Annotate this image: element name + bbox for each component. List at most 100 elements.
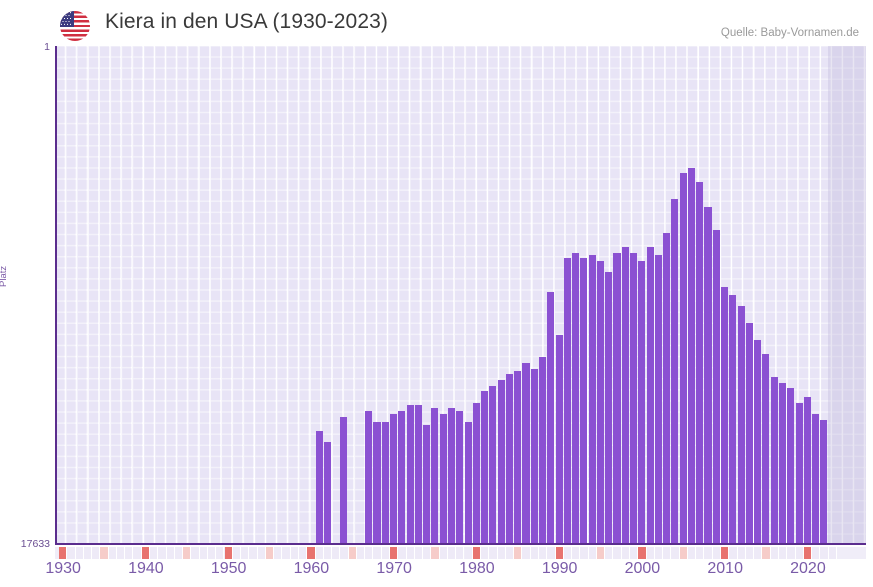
x-axis-tick-mark xyxy=(414,547,424,559)
bar[interactable] xyxy=(721,286,729,545)
bar[interactable] xyxy=(439,413,447,545)
bar[interactable] xyxy=(580,258,588,545)
bar[interactable] xyxy=(381,422,389,545)
bar[interactable] xyxy=(630,252,638,545)
x-axis-tick-label: 2020 xyxy=(790,560,826,577)
x-axis-tick-mark xyxy=(803,547,813,559)
x-axis-tick-mark xyxy=(745,547,755,559)
x-axis-tick-mark xyxy=(770,547,779,559)
bar[interactable] xyxy=(514,371,522,545)
x-axis-tick-mark xyxy=(100,547,109,559)
bar[interactable] xyxy=(315,430,323,545)
x-axis-tick-mark xyxy=(464,547,473,559)
bar[interactable] xyxy=(671,198,679,545)
y-axis-tick-top: 1 xyxy=(44,41,50,53)
bar[interactable] xyxy=(323,442,331,545)
bar[interactable] xyxy=(555,334,563,545)
x-axis-tick-mark xyxy=(323,547,333,559)
bar[interactable] xyxy=(596,261,604,545)
chart-header: Kiera in den USA (1930-2023) Quelle: Bab… xyxy=(0,0,873,46)
bar[interactable] xyxy=(778,382,787,545)
x-axis-tick-mark xyxy=(390,547,399,559)
bar[interactable] xyxy=(489,385,497,545)
bar[interactable] xyxy=(795,402,803,545)
flag-canton xyxy=(60,11,74,28)
x-axis-tick-mark xyxy=(671,547,680,559)
x-axis-tick-mark xyxy=(67,547,76,559)
x-axis-tick-mark xyxy=(555,547,564,559)
x-axis-tick-mark xyxy=(563,547,573,559)
bar[interactable] xyxy=(414,405,422,545)
x-axis-tick-mark xyxy=(547,547,556,559)
bar[interactable] xyxy=(547,292,555,545)
x-axis-tick-mark xyxy=(108,547,117,559)
bar[interactable] xyxy=(737,306,745,545)
x-axis-tick-mark xyxy=(729,547,738,559)
bar[interactable] xyxy=(621,246,629,545)
x-axis-tick-mark xyxy=(183,547,192,559)
bar[interactable] xyxy=(812,413,820,545)
bar[interactable] xyxy=(538,357,547,545)
x-axis-tick-mark xyxy=(232,547,242,559)
bar[interactable] xyxy=(588,255,596,545)
bar[interactable] xyxy=(406,405,414,545)
x-axis-tick-mark xyxy=(116,547,126,559)
bar[interactable] xyxy=(464,422,472,545)
bar[interactable] xyxy=(572,252,580,545)
x-axis-tick-mark xyxy=(265,547,275,559)
x-axis-tick-mark xyxy=(431,547,440,559)
bar[interactable] xyxy=(679,173,687,545)
bar[interactable] xyxy=(505,374,513,545)
x-axis-tick-mark xyxy=(489,547,498,559)
bar[interactable] xyxy=(431,408,439,545)
bar[interactable] xyxy=(754,340,762,545)
x-axis-tick-mark xyxy=(207,547,217,559)
bar[interactable] xyxy=(820,419,828,545)
bar[interactable] xyxy=(638,261,646,545)
y-axis-label: Platz xyxy=(0,265,9,287)
bar[interactable] xyxy=(712,229,720,545)
bar[interactable] xyxy=(696,181,704,545)
bar[interactable] xyxy=(654,255,662,545)
bar[interactable] xyxy=(729,295,737,545)
bar[interactable] xyxy=(456,411,464,545)
bar[interactable] xyxy=(787,388,795,545)
bar[interactable] xyxy=(530,368,538,545)
bar[interactable] xyxy=(704,207,712,545)
bar[interactable] xyxy=(390,413,398,545)
bar[interactable] xyxy=(563,258,571,545)
x-axis-tick-mark xyxy=(274,547,283,559)
bar[interactable] xyxy=(605,272,613,545)
x-axis-tick-mark xyxy=(298,547,308,559)
bar[interactable] xyxy=(803,396,811,545)
bar[interactable] xyxy=(745,323,753,545)
bar[interactable] xyxy=(663,232,671,545)
bar[interactable] xyxy=(365,411,373,545)
bar[interactable] xyxy=(373,422,381,545)
bar[interactable] xyxy=(770,377,778,545)
bar[interactable] xyxy=(340,416,348,545)
bar[interactable] xyxy=(522,362,530,545)
bar[interactable] xyxy=(646,246,654,545)
source-label: Quelle: Baby-Vornamen.de xyxy=(720,27,859,39)
x-axis-tick-mark xyxy=(332,547,341,559)
x-axis-tick-mark xyxy=(787,547,796,559)
x-axis-tick-label: 1930 xyxy=(45,560,81,577)
x-axis-tick-strip xyxy=(55,547,866,559)
bar[interactable] xyxy=(497,379,505,545)
bar[interactable] xyxy=(481,391,489,545)
x-axis-tick-mark xyxy=(696,547,705,559)
bar[interactable] xyxy=(472,402,480,545)
x-axis-tick-label: 1980 xyxy=(459,560,495,577)
bar[interactable] xyxy=(613,252,621,545)
bar[interactable] xyxy=(687,167,696,545)
x-axis-tick-mark xyxy=(282,547,291,559)
bar[interactable] xyxy=(447,408,456,545)
bar[interactable] xyxy=(762,354,770,545)
x-axis-tick-mark xyxy=(572,547,581,559)
bar[interactable] xyxy=(398,411,406,545)
x-axis-tick-mark xyxy=(166,547,175,559)
x-axis-tick-mark xyxy=(472,547,482,559)
x-axis-tick-mark xyxy=(92,547,101,559)
bar[interactable] xyxy=(423,425,431,545)
